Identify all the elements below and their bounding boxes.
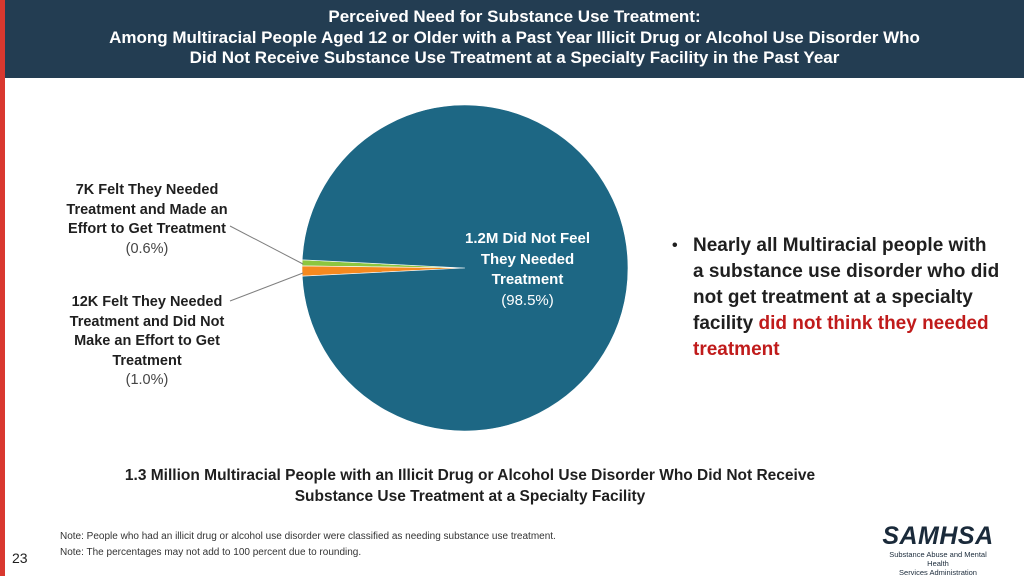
page-number: 23	[12, 550, 28, 566]
label-line: 7K Felt They Needed	[75, 182, 219, 198]
title-line-1: Perceived Need for Substance Use Treatme…	[328, 7, 701, 26]
samhsa-logo: SAMHSA Substance Abuse and Mental Health…	[878, 522, 998, 577]
label-line: 1.2M Did Not Feel	[464, 230, 591, 247]
bullet-text-highlight: did not think they needed treatment	[693, 313, 989, 360]
leader-line-felt-need-no-effort	[229, 272, 304, 302]
label-percent: (0.6%)	[125, 240, 169, 257]
label-percent: (1.0%)	[125, 372, 169, 388]
footnote-1: Note: People who had an illicit drug or …	[60, 531, 556, 542]
title-line-3: Did Not Receive Substance Use Treatment …	[189, 48, 840, 67]
leader-line-felt-need-effort	[229, 225, 304, 265]
chart-caption: 1.3 Million Multiracial People with an I…	[60, 465, 880, 507]
label-line: Effort to Get Treatment	[68, 221, 226, 237]
bullet-text-plain: Nearly all Multiracial people with a sub…	[693, 235, 1000, 334]
key-finding-bullet: • Nearly all Multiracial people with a s…	[672, 233, 1002, 363]
label-line: 12K Felt They Needed	[71, 294, 223, 310]
caption-line-2: Substance Use Treatment at a Specialty F…	[294, 488, 646, 505]
label-line: Treatment	[491, 271, 564, 288]
accent-bar	[0, 0, 5, 576]
label-line: Make an Effort to Get	[74, 333, 220, 349]
caption-line-1: 1.3 Million Multiracial People with an I…	[124, 467, 816, 484]
label-line: Treatment	[112, 352, 182, 369]
label-line: They Needed	[480, 250, 575, 268]
bullet-text: Nearly all Multiracial people with a sub…	[693, 233, 1002, 363]
bullet-marker: •	[672, 237, 678, 254]
pie-slice-did-not-feel-need	[301, 104, 629, 432]
label-line: Treatment and Made an	[66, 201, 228, 218]
slide-title: Perceived Need for Substance Use Treatme…	[5, 0, 1024, 78]
label-felt-need-no-effort: 12K Felt They Needed Treatment and Did N…	[52, 293, 242, 391]
label-percent: (98.5%)	[501, 291, 554, 309]
label-line: Treatment and Did Not	[69, 313, 225, 330]
footnote-2: Note: The percentages may not add to 100…	[60, 547, 362, 558]
label-did-not-feel-need: 1.2M Did Not Feel They Needed Treatment …	[440, 229, 615, 311]
title-line-2: Among Multiracial People Aged 12 or Olde…	[109, 27, 920, 47]
logo-subtitle-1: Substance Abuse and Mental Health	[889, 550, 987, 568]
logo-wordmark: SAMHSA	[882, 522, 994, 550]
label-felt-need-effort: 7K Felt They Needed Treatment and Made a…	[52, 181, 242, 259]
logo-subtitle-2: Services Administration	[899, 568, 977, 577]
